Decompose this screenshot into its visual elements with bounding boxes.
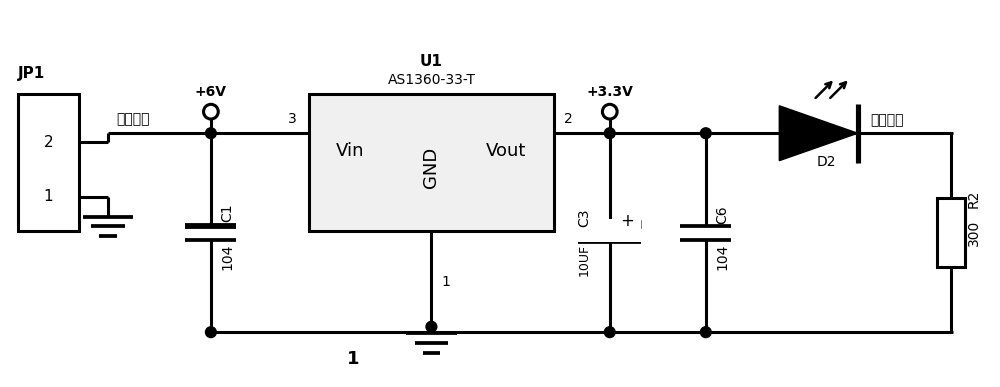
Circle shape — [700, 128, 711, 139]
Text: Vin: Vin — [336, 142, 365, 160]
Circle shape — [700, 327, 711, 337]
Bar — [18, 94, 79, 231]
Polygon shape — [779, 106, 858, 161]
Text: +: + — [621, 212, 634, 230]
Text: 104: 104 — [716, 244, 730, 271]
Text: 电源指示: 电源指示 — [870, 113, 904, 127]
Bar — [309, 94, 554, 231]
Text: AS1360-33-T: AS1360-33-T — [387, 73, 475, 87]
Circle shape — [204, 104, 218, 119]
Text: 300: 300 — [966, 219, 980, 246]
Circle shape — [604, 327, 615, 337]
Text: GND: GND — [422, 147, 440, 188]
Bar — [578, 219, 641, 241]
Text: +3.3V: +3.3V — [586, 85, 633, 99]
Text: 四节电池: 四节电池 — [116, 112, 149, 127]
Circle shape — [206, 128, 216, 139]
Text: C3: C3 — [577, 209, 591, 227]
Text: 104: 104 — [221, 244, 235, 271]
Text: 1: 1 — [347, 350, 359, 368]
Text: R2: R2 — [966, 189, 980, 207]
Text: 1: 1 — [43, 189, 53, 204]
Text: C1: C1 — [221, 204, 235, 223]
Text: 3: 3 — [288, 112, 297, 127]
Text: D2: D2 — [817, 155, 837, 169]
Text: JP1: JP1 — [18, 66, 45, 81]
Text: U1: U1 — [420, 53, 443, 68]
Bar — [937, 199, 965, 267]
Text: 1: 1 — [441, 275, 450, 289]
Text: 2: 2 — [564, 112, 572, 127]
Text: 10UF: 10UF — [577, 244, 590, 276]
Text: C6: C6 — [716, 206, 730, 224]
Text: 2: 2 — [43, 135, 53, 149]
Text: +6V: +6V — [195, 85, 227, 99]
Text: Vout: Vout — [486, 142, 526, 160]
Circle shape — [206, 327, 216, 337]
Circle shape — [602, 104, 617, 119]
Circle shape — [604, 128, 615, 139]
Circle shape — [426, 321, 437, 332]
